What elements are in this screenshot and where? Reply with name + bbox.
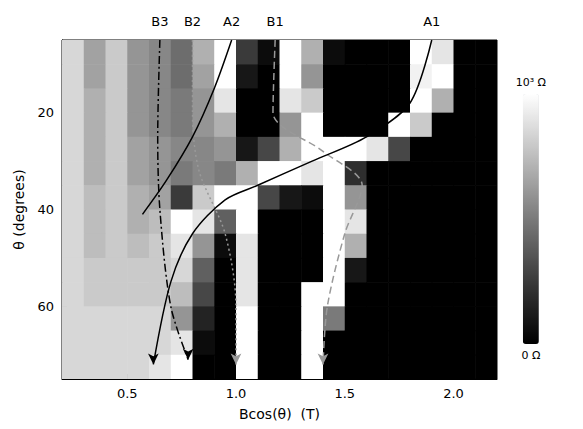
svg-text:2.0: 2.0 — [443, 386, 464, 401]
svg-text:θ (degrees): θ (degrees) — [11, 169, 27, 249]
svg-text:A2: A2 — [223, 14, 240, 29]
svg-text:A1: A1 — [423, 14, 440, 29]
svg-text:Bcos(θ) (T): Bcos(θ) (T) — [239, 406, 320, 422]
svg-text:20: 20 — [37, 105, 54, 120]
svg-text:B3: B3 — [151, 14, 168, 29]
svg-text:B1: B1 — [267, 14, 284, 29]
svg-text:B2: B2 — [184, 14, 201, 29]
svg-text:10³ Ω: 10³ Ω — [516, 76, 546, 89]
svg-text:1.0: 1.0 — [226, 386, 247, 401]
svg-text:1.5: 1.5 — [334, 386, 355, 401]
svg-text:0.5: 0.5 — [117, 386, 138, 401]
svg-text:40: 40 — [37, 202, 54, 217]
svg-text:60: 60 — [37, 299, 54, 314]
svg-text:0 Ω: 0 Ω — [521, 349, 540, 362]
